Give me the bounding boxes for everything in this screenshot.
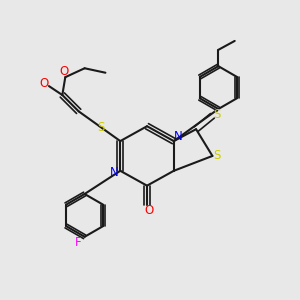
Text: S: S <box>213 149 220 162</box>
Text: O: O <box>144 204 153 217</box>
Text: F: F <box>75 236 82 249</box>
Text: O: O <box>39 76 48 90</box>
Text: O: O <box>59 65 68 78</box>
Text: S: S <box>97 121 105 134</box>
Text: N: N <box>174 130 183 143</box>
Text: S: S <box>213 108 220 121</box>
Text: N: N <box>110 166 119 179</box>
